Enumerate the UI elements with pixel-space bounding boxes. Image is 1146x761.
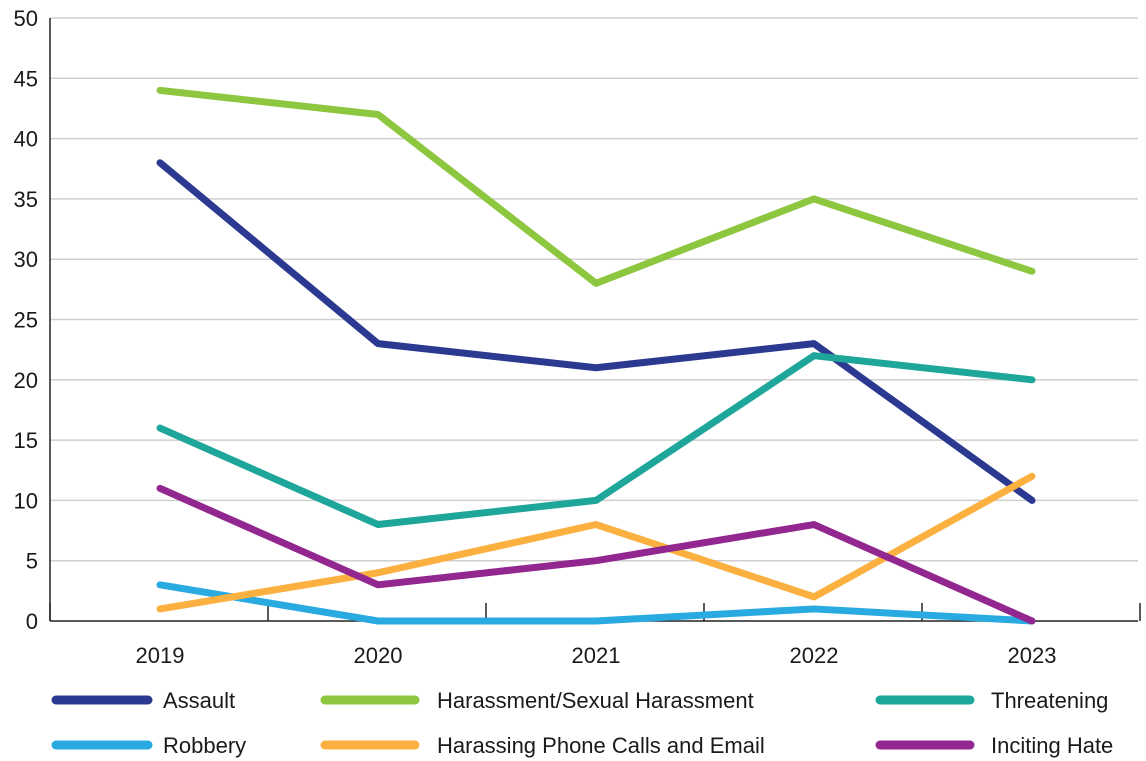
series-lines xyxy=(156,86,1036,625)
x-tick-label: 2019 xyxy=(136,643,185,668)
series-line-harassment-sexual-harassment xyxy=(156,86,1036,287)
y-tick-label: 20 xyxy=(14,368,38,393)
gridlines xyxy=(50,17,1138,562)
legend-label-harassing-phone-calls-and-email: Harassing Phone Calls and Email xyxy=(437,733,765,758)
y-tick-label: 30 xyxy=(14,247,38,272)
y-tick-label: 40 xyxy=(14,127,38,152)
x-tick-label: 2022 xyxy=(790,643,839,668)
y-tick-label: 15 xyxy=(14,428,38,453)
legend-label-threatening: Threatening xyxy=(991,688,1108,713)
y-tick-label: 45 xyxy=(14,66,38,91)
series-line-inciting-hate xyxy=(156,484,1036,625)
y-tick-label: 25 xyxy=(14,308,38,333)
series-line-threatening xyxy=(156,352,1036,529)
y-tick-label: 0 xyxy=(26,609,38,634)
y-tick-label: 5 xyxy=(26,549,38,574)
legend-label-inciting-hate: Inciting Hate xyxy=(991,733,1113,758)
series-line-assault xyxy=(156,159,1036,504)
y-tick-label: 10 xyxy=(14,488,38,513)
legend-label-robbery: Robbery xyxy=(163,733,246,758)
series-line-robbery xyxy=(156,581,1036,625)
x-tick-label: 2020 xyxy=(354,643,403,668)
y-tick-label: 50 xyxy=(14,6,38,31)
x-axis-tick-labels: 2019 2020 2021 2022 2023 xyxy=(136,643,1057,668)
x-tick-label: 2021 xyxy=(572,643,621,668)
x-tick-label: 2023 xyxy=(1008,643,1057,668)
legend-label-assault: Assault xyxy=(163,688,235,713)
legend: Assault Harassment/Sexual Harassment Threa… xyxy=(51,688,1113,758)
y-tick-label: 35 xyxy=(14,187,38,212)
y-axis-tick-labels: 0 5 10 15 20 25 30 35 40 45 50 xyxy=(14,6,38,634)
legend-label-harassment-sexual-harassment: Harassment/Sexual Harassment xyxy=(437,688,754,713)
